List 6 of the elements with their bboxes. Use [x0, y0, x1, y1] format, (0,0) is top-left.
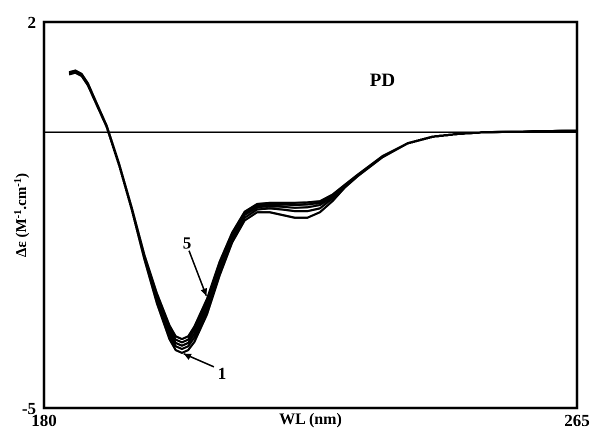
- annotation: 1: [218, 364, 226, 383]
- x-tick-label: 265: [564, 411, 590, 430]
- y-tick-label: 2: [28, 13, 36, 32]
- annotation: 5: [182, 234, 192, 253]
- x-axis-title: WL (nm): [279, 411, 342, 428]
- text: PD: [370, 70, 396, 91]
